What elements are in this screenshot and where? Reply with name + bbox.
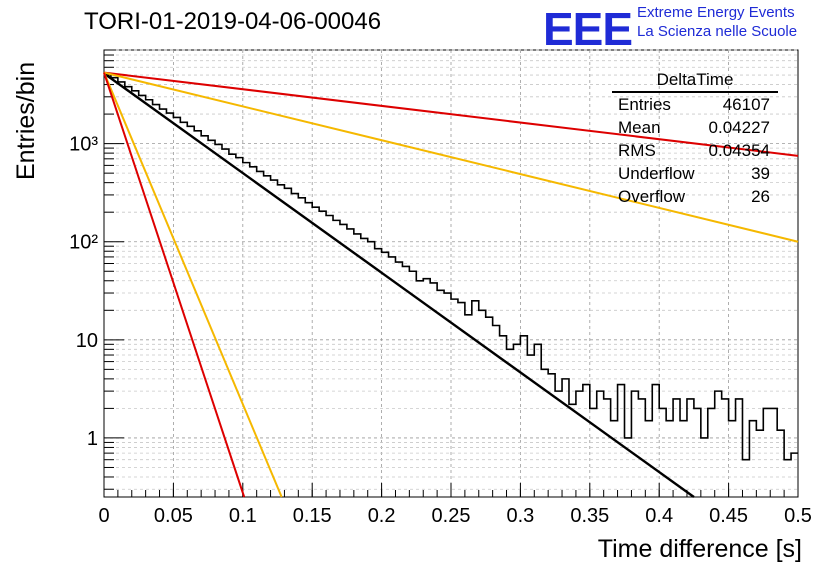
stats-label: Entries [618,95,671,114]
x-tick-label: 0.35 [570,505,609,527]
stats-label: Underflow [618,164,695,183]
stats-label: Mean [618,118,661,137]
stats-value: 46107 [722,95,770,114]
eee-logo: EEE [543,3,633,55]
y-tick-label: 1 [87,428,98,450]
x-tick-label: 0.05 [154,505,193,527]
stats-box-title: DeltaTime [612,70,778,93]
x-tick-label: 0.15 [293,505,332,527]
stats-value: 39 [751,164,770,183]
x-tick-label: 0.5 [784,505,812,527]
histogram-series [104,72,798,461]
x-tick-label: 0.45 [709,505,748,527]
orange-line-series [103,72,283,498]
fit-line-series [103,72,695,498]
y-tick-label: 10³ [69,134,98,156]
stats-value: 0.04354 [708,141,770,160]
stats-box: DeltaTime Entries 46107 Mean 0.04227 RMS… [612,70,778,208]
stats-row: Mean 0.04227 [612,116,778,139]
chart-title: TORI-01-2019-04-06-00046 [84,8,382,35]
logo-subtitle-1: Extreme Energy Events [637,4,795,21]
grid [104,49,798,497]
orange-line-series [103,71,799,243]
data-marks [103,71,799,498]
y-tick-label: 10 [76,330,98,352]
y-tick-label: 10² [69,232,98,254]
stats-row: RMS 0.04354 [612,139,778,162]
x-tick-label: 0.3 [506,505,534,527]
red-line-series [103,71,799,157]
x-tick-label: 0.2 [368,505,396,527]
axis-ticks: 0 0.05 0.1 0.15 0.2 0.25 0.3 0.35 0.4 0.45 0.5 1 10 1… [69,49,812,527]
x-axis-label: Time difference [s] [597,535,802,563]
y-axis-label: Entries/bin [12,61,40,180]
stats-row: Underflow 39 [612,162,778,185]
logo-subtitle-2: La Scienza nelle Scuole [637,23,798,40]
stats-value: 26 [751,187,770,206]
stats-row: Overflow 26 [612,185,778,208]
x-tick-label: 0.25 [432,505,471,527]
x-tick-label: 0 [98,505,109,527]
stats-label: RMS [618,141,656,160]
stats-row: Entries 46107 [612,93,778,116]
red-line-series [103,72,246,498]
x-tick-label: 0.1 [229,505,257,527]
x-tick-label: 0.4 [645,505,673,527]
stats-value: 0.04227 [708,118,770,137]
stats-label: Overflow [618,187,686,206]
